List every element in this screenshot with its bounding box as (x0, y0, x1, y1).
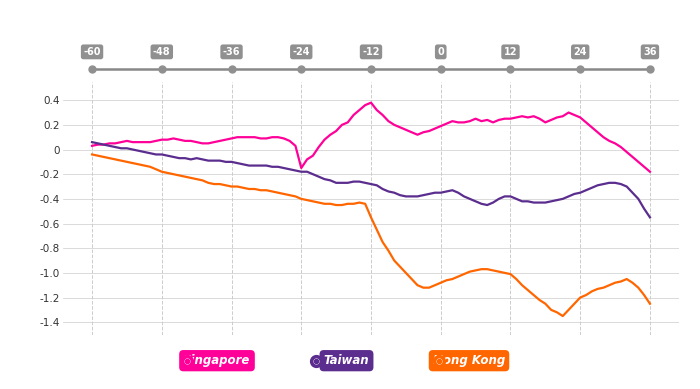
Text: -36: -36 (223, 47, 240, 57)
Text: 36: 36 (643, 47, 657, 57)
Text: 12: 12 (504, 47, 517, 57)
Text: Singapore: Singapore (183, 354, 251, 367)
Text: 24: 24 (573, 47, 587, 57)
Text: -48: -48 (153, 47, 171, 57)
Text: Hong Kong: Hong Kong (433, 354, 505, 367)
Text: Monthly Cumulative Abnormal Stock Return (CAR) around Chinese Family Firm Succes: Monthly Cumulative Abnormal Stock Return… (34, 19, 613, 29)
Text: -12: -12 (363, 47, 379, 57)
Text: 0: 0 (438, 47, 444, 57)
Text: Taiwan: Taiwan (323, 354, 370, 367)
Text: -24: -24 (293, 47, 310, 57)
Text: -60: -60 (83, 47, 101, 57)
